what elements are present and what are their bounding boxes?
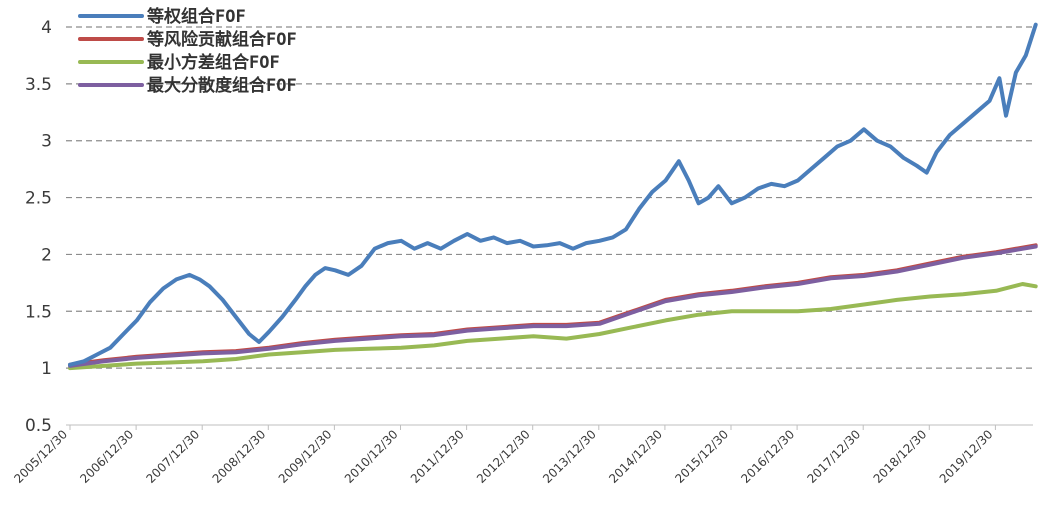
y-tick-label: 1 bbox=[41, 359, 52, 379]
x-tick-label: 2010/12/30 bbox=[342, 427, 401, 486]
series-line-1 bbox=[68, 243, 1038, 367]
gridlines bbox=[66, 26, 1033, 369]
legend-label-3: 最大分散度组合FOF bbox=[147, 75, 297, 96]
x-tick-label: 2016/12/30 bbox=[738, 427, 797, 486]
series-line-2 bbox=[68, 282, 1038, 371]
y-tick-label: 0.5 bbox=[25, 416, 52, 436]
x-tick-label: 2014/12/30 bbox=[606, 427, 665, 486]
legend-label-1: 等风险贡献组合FOF bbox=[147, 29, 297, 50]
y-tick-label: 3.5 bbox=[25, 75, 52, 95]
x-tick-label: 2017/12/30 bbox=[805, 427, 864, 486]
series-line-3 bbox=[68, 244, 1038, 368]
y-axis-ticks: 0.5 1 1.5 2 2.5 3 3.5 4 bbox=[25, 18, 52, 436]
x-tick-label: 2018/12/30 bbox=[871, 427, 930, 486]
y-tick-label: 2 bbox=[41, 245, 52, 265]
x-tick-label: 2011/12/30 bbox=[408, 427, 467, 486]
y-tick-label: 3 bbox=[41, 132, 52, 152]
x-tick-label: 2019/12/30 bbox=[937, 427, 996, 486]
x-tick-label: 2008/12/30 bbox=[210, 427, 269, 486]
x-axis-ticks: 2005/12/30 2006/12/30 2007/12/30 2008/12/30… bbox=[11, 425, 996, 486]
series-line-0 bbox=[68, 22, 1038, 367]
x-tick-label: 2012/12/30 bbox=[474, 427, 533, 486]
y-tick-label: 2.5 bbox=[25, 189, 52, 209]
x-tick-label: 2007/12/30 bbox=[144, 427, 203, 486]
x-tick-label: 2013/12/30 bbox=[540, 427, 599, 486]
x-tick-label: 2005/12/30 bbox=[11, 427, 70, 486]
legend-label-2: 最小方差组合FOF bbox=[147, 52, 280, 73]
y-tick-label: 4 bbox=[41, 18, 52, 38]
series-lines bbox=[68, 22, 1038, 371]
legend-label-0: 等权组合FOF bbox=[147, 6, 246, 27]
y-tick-label: 1.5 bbox=[25, 302, 52, 322]
x-tick-label: 2015/12/30 bbox=[672, 427, 731, 486]
x-tick-label: 2006/12/30 bbox=[77, 427, 136, 486]
x-tick-label: 2009/12/30 bbox=[276, 427, 335, 486]
